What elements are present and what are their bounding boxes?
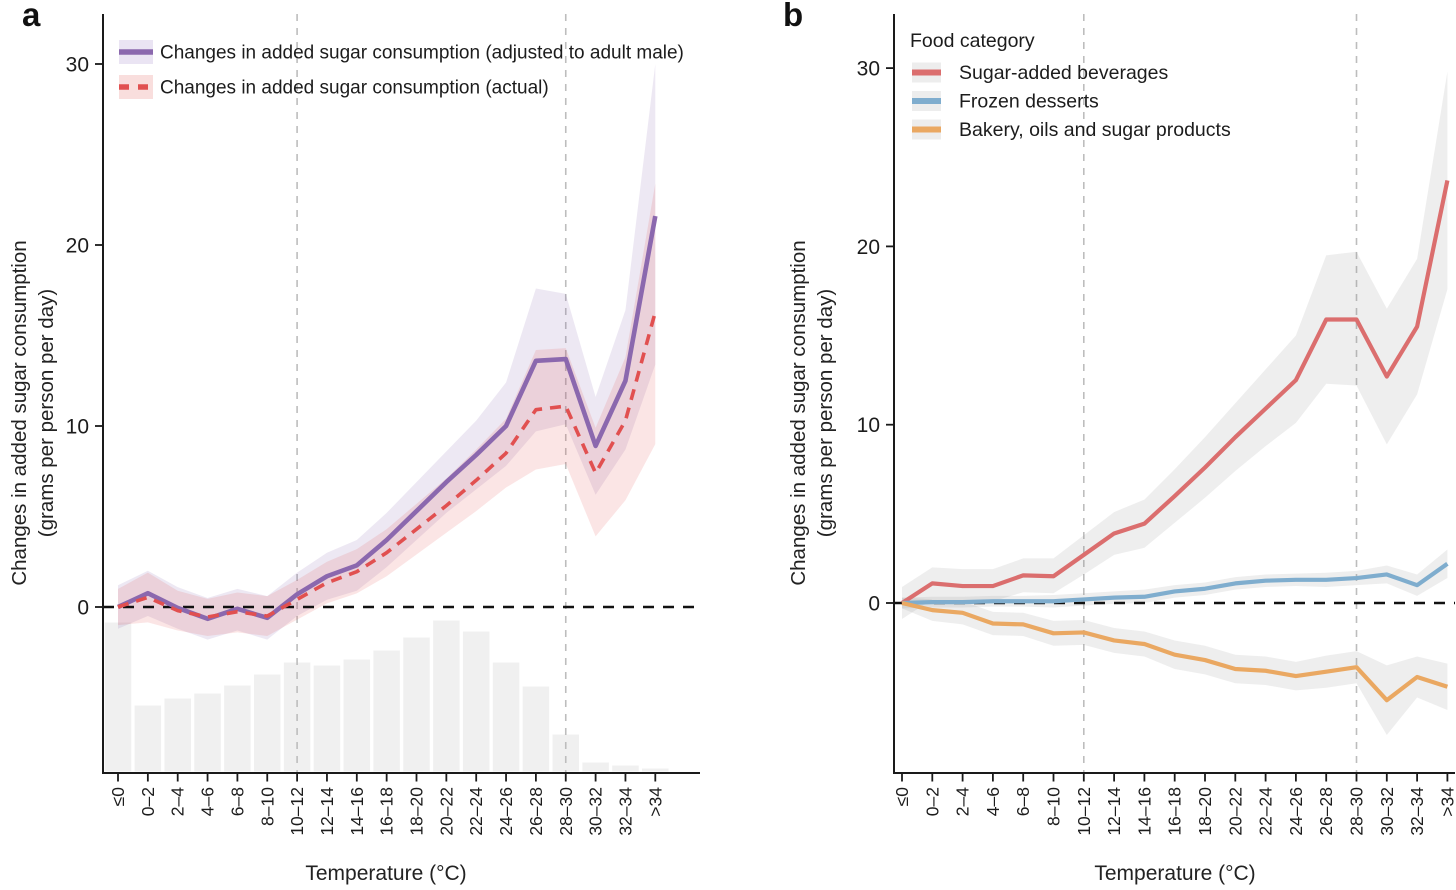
histogram-bar xyxy=(134,705,162,772)
y-tick-label: 0 xyxy=(77,597,89,620)
y-tick-label: 0 xyxy=(868,593,880,616)
x-tick-label: 2–4 xyxy=(953,787,973,816)
x-tick-label: >34 xyxy=(645,787,665,817)
legend-title: Food category xyxy=(910,30,1035,52)
histogram-bar xyxy=(522,686,550,772)
x-tick-label: 28–30 xyxy=(556,787,576,836)
x-tick-label: 16–18 xyxy=(1165,787,1185,836)
histogram-bar xyxy=(612,765,639,772)
x-tick-label: 32–34 xyxy=(615,787,635,836)
x-tick-label: 12–14 xyxy=(1104,787,1124,836)
x-tick-label: ≤0 xyxy=(892,787,912,807)
x-tick-label: 10–12 xyxy=(287,787,307,836)
x-tick-label: ≤0 xyxy=(108,787,128,807)
x-tick-label: 26–28 xyxy=(526,787,546,836)
x-tick-label: 8–10 xyxy=(257,787,277,826)
panel-a-label: a xyxy=(22,0,41,33)
panel-b: b Changes in added sugar consumption (gr… xyxy=(728,0,1456,890)
x-tick-label: 18–20 xyxy=(407,787,427,836)
x-tick-label: 4–6 xyxy=(198,787,218,816)
panel-a-x-axis-title: Temperature (°C) xyxy=(305,862,467,885)
x-tick-label: 20–22 xyxy=(1225,787,1245,836)
x-tick-label: 30–32 xyxy=(586,787,606,836)
x-tick-label: 16–18 xyxy=(377,787,397,836)
x-tick-label: 32–34 xyxy=(1407,787,1427,836)
histogram-bar xyxy=(403,637,430,772)
legend-label: Changes in added sugar consumption (adju… xyxy=(160,43,684,64)
confidence-band xyxy=(902,597,1448,735)
x-tick-label: >34 xyxy=(1437,787,1456,817)
histogram-bar xyxy=(462,631,490,772)
histogram-bar xyxy=(164,698,191,772)
y-tick-label: 20 xyxy=(66,235,89,258)
confidence-band xyxy=(118,183,656,636)
y-tick-label: 30 xyxy=(857,58,880,81)
legend-label: Changes in added sugar consumption (actu… xyxy=(160,78,549,99)
confidence-band xyxy=(902,71,1448,620)
panel-a: a Changes in added sugar consumption (gr… xyxy=(8,0,700,885)
histogram-bar xyxy=(433,620,460,772)
histogram-bar xyxy=(373,650,400,772)
x-tick-label: 4–6 xyxy=(983,787,1003,816)
x-tick-label: 18–20 xyxy=(1195,787,1215,836)
x-tick-label: 28–30 xyxy=(1347,787,1367,836)
y-tick-label: 20 xyxy=(857,236,880,259)
histogram-bar xyxy=(313,665,341,772)
y-tick-label: 10 xyxy=(66,416,89,439)
x-tick-label: 12–14 xyxy=(317,787,337,836)
panel-b-x-axis-title: Temperature (°C) xyxy=(1094,862,1256,885)
legend-label: Frozen desserts xyxy=(959,91,1099,113)
histogram-bar xyxy=(104,622,132,772)
series-line xyxy=(901,600,1449,703)
panel-b-chart: 0 10 20 30 ≤0 0–2 2–4 4–6 6–8 8–10 10–12 12–14 14–16… xyxy=(857,14,1456,836)
x-tick-label: 24–26 xyxy=(1286,787,1306,836)
x-tick-label: 2–4 xyxy=(168,787,188,816)
histogram-bar xyxy=(224,685,251,772)
x-tick-label: 14–16 xyxy=(347,787,367,836)
legend-label: Bakery, oils and sugar products xyxy=(959,119,1231,141)
x-tick-label: 20–22 xyxy=(436,787,456,836)
x-tick-label: 30–32 xyxy=(1377,787,1397,836)
x-tick-label: 10–12 xyxy=(1074,787,1094,836)
confidence-band xyxy=(118,64,656,640)
x-tick-label: 14–16 xyxy=(1134,787,1154,836)
x-tick-label: 24–26 xyxy=(496,787,516,836)
histogram-bar xyxy=(254,674,281,772)
series-line xyxy=(900,180,1450,605)
histogram-bar xyxy=(194,693,221,772)
x-tick-label: 0–2 xyxy=(138,787,158,816)
histogram-bar xyxy=(582,762,609,772)
x-tick-label: 6–8 xyxy=(1013,787,1033,816)
panel-a-chart: 0 10 20 30 ≤0 0–2 2–4 4–6 6–8 8–10 10–12 12–14 14–16… xyxy=(66,14,700,836)
histogram-bar xyxy=(343,659,371,772)
y-tick-label: 30 xyxy=(66,54,89,77)
series-line xyxy=(117,311,658,619)
x-tick-label: 22–24 xyxy=(1256,787,1276,836)
series-line xyxy=(901,562,1449,606)
histogram-bar xyxy=(642,768,669,772)
x-tick-label: 26–28 xyxy=(1316,787,1336,836)
x-tick-label: 8–10 xyxy=(1044,787,1064,826)
legend-label: Sugar-added beverages xyxy=(959,62,1168,84)
x-tick-label: 0–2 xyxy=(922,787,942,816)
x-tick-label: 22–24 xyxy=(466,787,486,836)
y-tick-label: 10 xyxy=(857,414,880,437)
x-tick-label: 6–8 xyxy=(227,787,247,816)
series-line xyxy=(117,215,658,622)
histogram-bar xyxy=(492,662,520,772)
panel-b-label: b xyxy=(783,0,804,33)
histogram-bar xyxy=(552,734,579,772)
